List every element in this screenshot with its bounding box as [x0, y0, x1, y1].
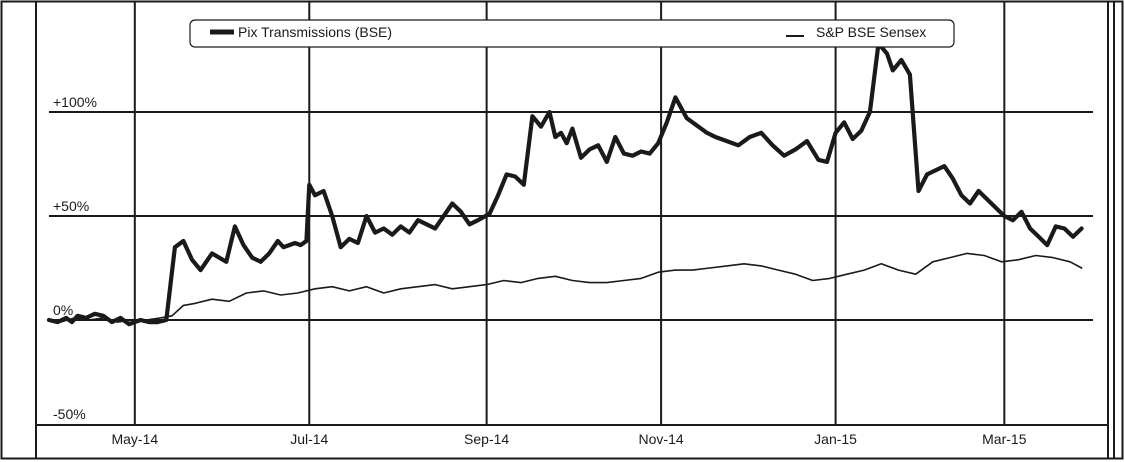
- x-tick-label: Jan-15: [814, 431, 857, 447]
- x-tick-label: Mar-15: [982, 431, 1027, 447]
- legend-label-pix-transmissions: Pix Transmissions (BSE): [238, 24, 392, 40]
- x-tick-label: Sep-14: [464, 431, 509, 447]
- legend: Pix Transmissions (BSE) S&P BSE Sensex: [189, 19, 955, 48]
- y-tick-label: -50%: [53, 406, 86, 422]
- series-line-pix-transmissions: [46, 41, 1084, 327]
- series-line-sensex: [48, 252, 1083, 323]
- y-tick-label: +100%: [53, 94, 97, 110]
- series-lines: [46, 41, 1084, 327]
- legend-box: [189, 19, 955, 48]
- x-tick-label: May-14: [111, 431, 158, 447]
- x-tick-label: Jul-14: [290, 431, 328, 447]
- y-axis-tick-labels: +100% +50% 0% -50%: [53, 94, 97, 422]
- x-axis-tick-labels: May-14 Jul-14 Sep-14 Nov-14 Jan-15 Mar-15: [111, 431, 1026, 447]
- legend-label-sensex: S&P BSE Sensex: [816, 24, 926, 40]
- y-tick-label: 0%: [53, 302, 73, 318]
- x-tick-label: Nov-14: [639, 431, 684, 447]
- y-tick-label: +50%: [53, 198, 89, 214]
